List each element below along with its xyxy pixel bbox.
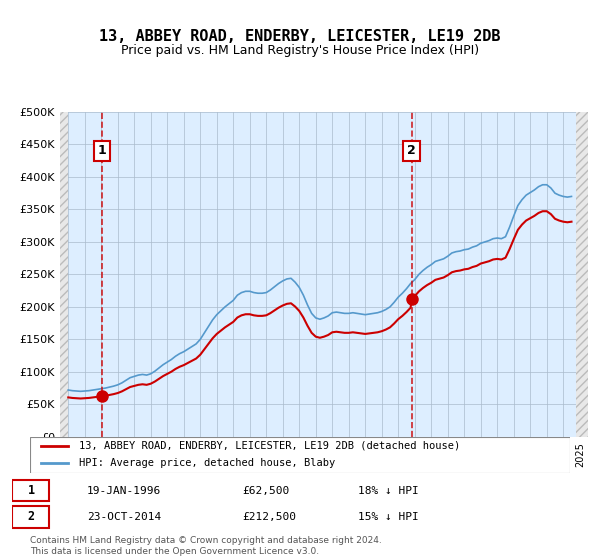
Text: 2: 2	[407, 144, 416, 157]
Text: 1: 1	[98, 144, 106, 157]
FancyBboxPatch shape	[12, 480, 49, 501]
Bar	[60, 112, 68, 437]
Bar	[575, 112, 588, 437]
Text: 23-OCT-2014: 23-OCT-2014	[87, 512, 161, 522]
Text: 2: 2	[28, 510, 35, 524]
Text: Price paid vs. HM Land Registry's House Price Index (HPI): Price paid vs. HM Land Registry's House …	[121, 44, 479, 57]
Text: 13, ABBEY ROAD, ENDERBY, LEICESTER, LE19 2DB (detached house): 13, ABBEY ROAD, ENDERBY, LEICESTER, LE19…	[79, 441, 460, 451]
Text: £62,500: £62,500	[242, 486, 290, 496]
Text: 19-JAN-1996: 19-JAN-1996	[87, 486, 161, 496]
Text: 15% ↓ HPI: 15% ↓ HPI	[358, 512, 418, 522]
FancyBboxPatch shape	[12, 506, 49, 528]
Text: 13, ABBEY ROAD, ENDERBY, LEICESTER, LE19 2DB: 13, ABBEY ROAD, ENDERBY, LEICESTER, LE19…	[99, 29, 501, 44]
Text: HPI: Average price, detached house, Blaby: HPI: Average price, detached house, Blab…	[79, 458, 335, 468]
Text: Contains HM Land Registry data © Crown copyright and database right 2024.
This d: Contains HM Land Registry data © Crown c…	[30, 536, 382, 556]
Text: 18% ↓ HPI: 18% ↓ HPI	[358, 486, 418, 496]
FancyBboxPatch shape	[30, 437, 570, 473]
Text: 1: 1	[28, 484, 35, 497]
Text: £212,500: £212,500	[242, 512, 296, 522]
